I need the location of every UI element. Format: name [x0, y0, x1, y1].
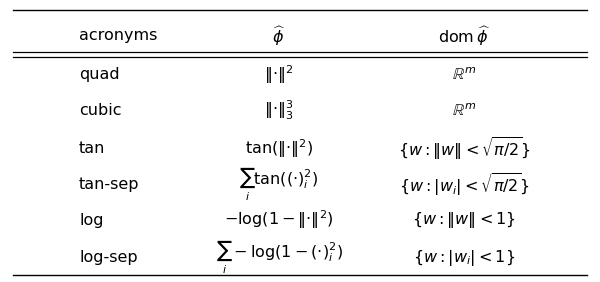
Text: tan: tan [79, 141, 106, 156]
Text: $\|{\cdot}\|_3^3$: $\|{\cdot}\|_3^3$ [265, 99, 294, 122]
Text: acronyms: acronyms [79, 28, 157, 43]
Text: cubic: cubic [79, 103, 122, 118]
Text: log-sep: log-sep [79, 250, 137, 265]
Text: $\sum_i \tan(({\cdot})_i^2)$: $\sum_i \tan(({\cdot})_i^2)$ [239, 166, 319, 203]
Text: $\sum_i -\log(1-({\cdot})_i^2)$: $\sum_i -\log(1-({\cdot})_i^2)$ [215, 239, 343, 276]
Text: $\{w:\|w\|<\sqrt{\pi/2}\}$: $\{w:\|w\|<\sqrt{\pi/2}\}$ [398, 135, 530, 162]
Text: $\{w:|w_i|<1\}$: $\{w:|w_i|<1\}$ [413, 248, 515, 268]
Text: tan-sep: tan-sep [79, 177, 140, 192]
Text: $-\log(1-\|{\cdot}\|^2)$: $-\log(1-\|{\cdot}\|^2)$ [224, 209, 334, 232]
Text: $\mathbb{R}^m$: $\mathbb{R}^m$ [452, 66, 476, 83]
Text: $\|{\cdot}\|^2$: $\|{\cdot}\|^2$ [265, 63, 294, 86]
Text: log: log [79, 213, 104, 228]
Text: $\{w:\|w\|<1\}$: $\{w:\|w\|<1\}$ [412, 210, 516, 230]
Text: quad: quad [79, 67, 119, 82]
Text: $\mathbb{R}^m$: $\mathbb{R}^m$ [452, 102, 476, 119]
Text: $\widehat{\phi}$: $\widehat{\phi}$ [272, 24, 286, 48]
Text: $\mathrm{dom}\,\widehat{\phi}$: $\mathrm{dom}\,\widehat{\phi}$ [438, 24, 490, 48]
Text: $\tan(\|{\cdot}\|^2)$: $\tan(\|{\cdot}\|^2)$ [245, 137, 313, 160]
Text: $\{w:|w_i|<\sqrt{\pi/2}\}$: $\{w:|w_i|<\sqrt{\pi/2}\}$ [399, 171, 530, 198]
